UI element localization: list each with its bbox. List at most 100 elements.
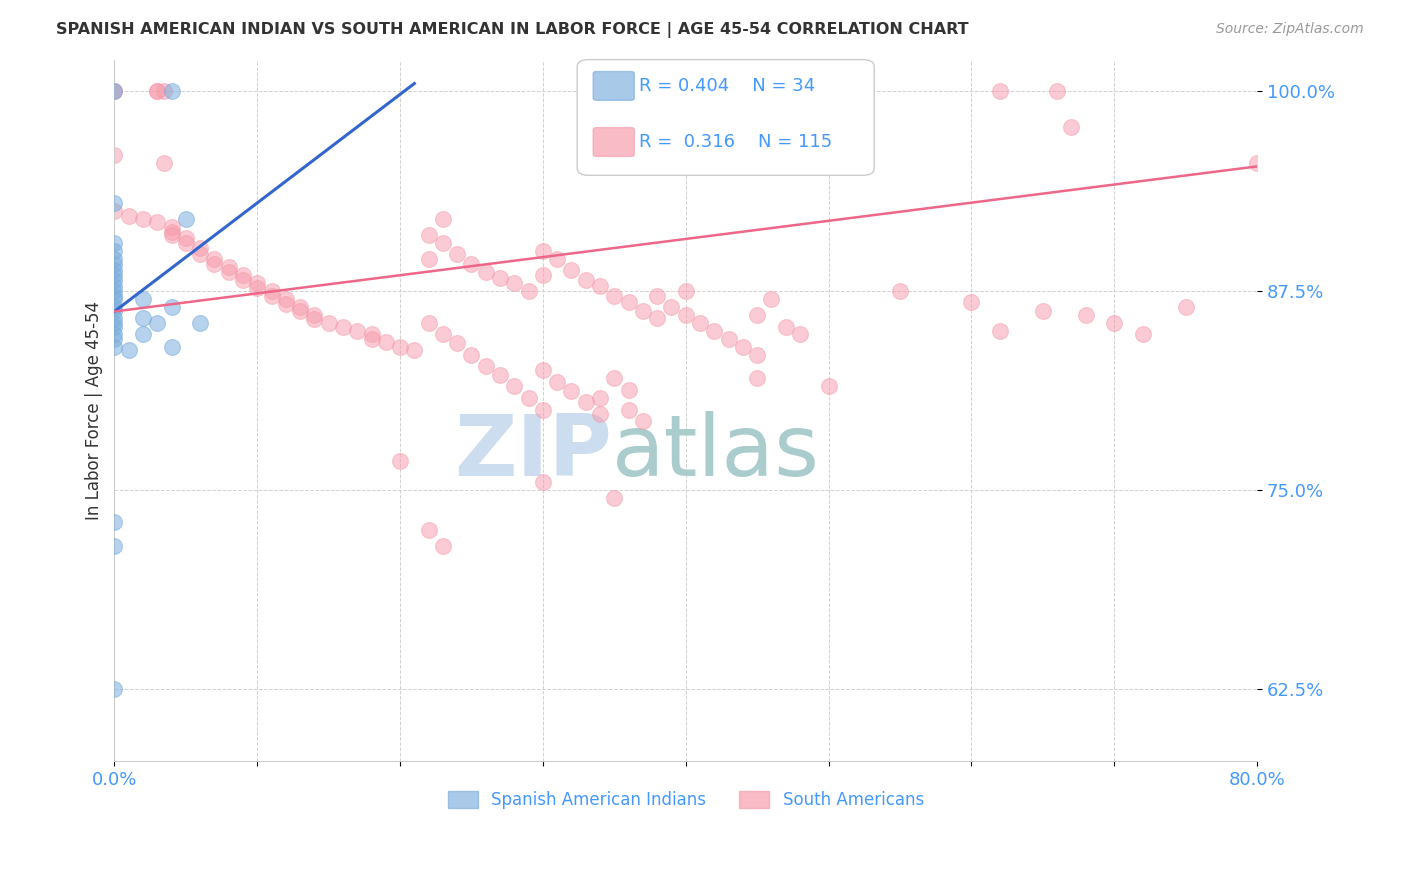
Point (747, 371, 769, 385)
Point (589, 279, 612, 293)
Point (103, 204, 125, 219)
Point (103, 252, 125, 266)
Point (274, 296, 297, 310)
Point (332, 320, 354, 334)
Point (645, 310, 668, 325)
Point (103, 515, 125, 529)
Point (218, 260, 240, 274)
Point (160, 340, 183, 354)
Point (103, 539, 125, 553)
Point (1132, 326, 1154, 341)
Point (474, 265, 496, 279)
Point (517, 284, 540, 298)
Point (202, 257, 225, 271)
Point (546, 375, 568, 389)
Point (103, 300, 125, 314)
Point (761, 292, 783, 306)
Point (531, 268, 554, 282)
Point (160, 225, 183, 239)
Point (418, 252, 440, 266)
Point (889, 284, 911, 298)
Point (617, 294, 640, 309)
Point (1102, 316, 1125, 330)
Point (188, 241, 211, 255)
Point (645, 85, 668, 99)
Point (675, 284, 697, 298)
Point (174, 212, 197, 227)
Point (103, 263, 125, 277)
Point (747, 308, 769, 322)
Point (689, 316, 711, 330)
Point (389, 340, 412, 354)
Point (246, 280, 269, 294)
Point (103, 268, 125, 282)
Point (132, 310, 155, 325)
Point (489, 271, 512, 285)
Point (531, 403, 554, 417)
Point (160, 227, 183, 242)
Point (160, 85, 183, 99)
Point (153, 156, 176, 170)
Point (304, 312, 326, 326)
Point (988, 85, 1011, 99)
Point (389, 454, 412, 468)
Point (1074, 308, 1097, 322)
Text: Source: ZipAtlas.com: Source: ZipAtlas.com (1216, 22, 1364, 37)
Point (645, 288, 668, 302)
FancyBboxPatch shape (593, 71, 634, 100)
Point (817, 379, 839, 393)
Point (288, 300, 311, 314)
Point (103, 682, 125, 697)
Point (360, 326, 382, 341)
Point (1060, 120, 1083, 134)
Point (617, 403, 640, 417)
Point (103, 85, 125, 99)
Point (1032, 304, 1054, 318)
FancyBboxPatch shape (578, 60, 875, 176)
Point (432, 212, 454, 227)
Point (460, 347, 482, 361)
FancyBboxPatch shape (593, 128, 634, 156)
Point (103, 320, 125, 334)
Point (103, 288, 125, 302)
Point (103, 85, 125, 99)
Point (717, 332, 740, 346)
Point (103, 340, 125, 354)
Point (153, 85, 176, 99)
Point (531, 363, 554, 377)
Point (560, 384, 582, 399)
Point (103, 272, 125, 286)
Point (446, 247, 468, 261)
Point (103, 310, 125, 325)
Point (589, 407, 612, 421)
Point (118, 343, 141, 357)
Point (575, 272, 598, 286)
Point (304, 308, 326, 322)
Point (432, 326, 454, 341)
Point (432, 539, 454, 553)
Point (103, 292, 125, 306)
Point (517, 391, 540, 405)
Point (531, 475, 554, 489)
Point (103, 284, 125, 298)
Text: R = 0.404    N = 34: R = 0.404 N = 34 (638, 77, 815, 95)
Point (174, 235, 197, 250)
Point (232, 268, 254, 282)
Point (1246, 156, 1268, 170)
Point (146, 215, 169, 229)
Point (146, 85, 169, 99)
Point (603, 371, 626, 385)
Point (103, 235, 125, 250)
Point (146, 85, 169, 99)
Point (103, 244, 125, 258)
Point (132, 326, 155, 341)
Point (103, 148, 125, 162)
Point (246, 276, 269, 290)
Point (589, 391, 612, 405)
Point (103, 196, 125, 211)
Point (747, 347, 769, 361)
Point (103, 316, 125, 330)
Point (960, 294, 983, 309)
Point (560, 263, 582, 277)
Point (617, 383, 640, 397)
